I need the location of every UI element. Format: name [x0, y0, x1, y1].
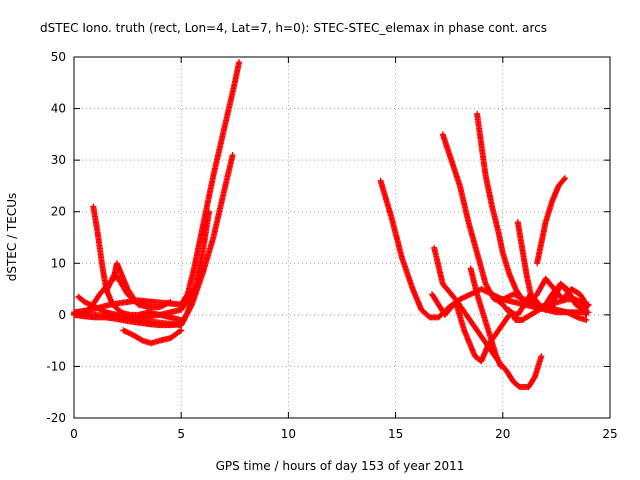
data-point [583, 301, 590, 308]
x-tick-label: 20 [495, 427, 510, 441]
series-19 [525, 275, 590, 308]
x-tick-label: 15 [388, 427, 403, 441]
series-11 [429, 291, 513, 365]
y-tick-label: 50 [51, 50, 66, 64]
chart-title: dSTEC Iono. truth (rect, Lon=4, Lat=7, h… [40, 21, 547, 35]
series-7 [103, 260, 153, 311]
data-point [497, 363, 504, 370]
data-point [178, 317, 185, 324]
data-point [538, 353, 545, 360]
series-3 [71, 208, 213, 329]
series-14 [467, 265, 504, 370]
data-point [229, 151, 236, 158]
data-point [177, 328, 184, 335]
y-tick-label: -20 [46, 411, 66, 425]
y-tick-label: 30 [51, 153, 66, 167]
data-point [138, 336, 145, 343]
axis-ticks: 0 5 10 15 20 25 -20 -10 0 10 20 30 40 50 [46, 50, 617, 441]
series-1 [71, 59, 243, 316]
data-point [146, 304, 153, 311]
series-18 [534, 175, 568, 267]
x-tick-label: 25 [602, 427, 617, 441]
y-tick-label: 20 [51, 205, 66, 219]
series-10 [431, 244, 545, 391]
plot-frame [73, 56, 611, 419]
data-point [561, 176, 568, 183]
grid-lines [74, 57, 610, 418]
data-point [191, 286, 198, 293]
data-point [206, 208, 213, 215]
data-point [561, 175, 568, 182]
data-point [183, 310, 190, 317]
data-point [178, 327, 185, 334]
x-axis-label: GPS time / hours of day 153 of year 2011 [216, 459, 465, 473]
series-8 [120, 327, 185, 347]
data-point [582, 300, 589, 307]
data-point [236, 59, 243, 66]
y-tick-label: 0 [58, 308, 66, 322]
data-point [190, 287, 197, 294]
x-tick-label: 10 [281, 427, 296, 441]
series-17 [506, 301, 590, 324]
x-tick-label: 0 [70, 427, 78, 441]
data-point [167, 298, 174, 305]
data-point [583, 317, 590, 324]
data-point [582, 310, 589, 317]
data-points [71, 59, 592, 391]
y-tick-label: 40 [51, 102, 66, 116]
series-12 [439, 131, 538, 308]
x-tick-label: 5 [177, 427, 185, 441]
data-point [583, 311, 590, 318]
y-tick-label: 10 [51, 256, 66, 270]
y-axis-label: dSTEC / TECUs [5, 193, 19, 282]
y-tick-label: -10 [46, 359, 66, 373]
